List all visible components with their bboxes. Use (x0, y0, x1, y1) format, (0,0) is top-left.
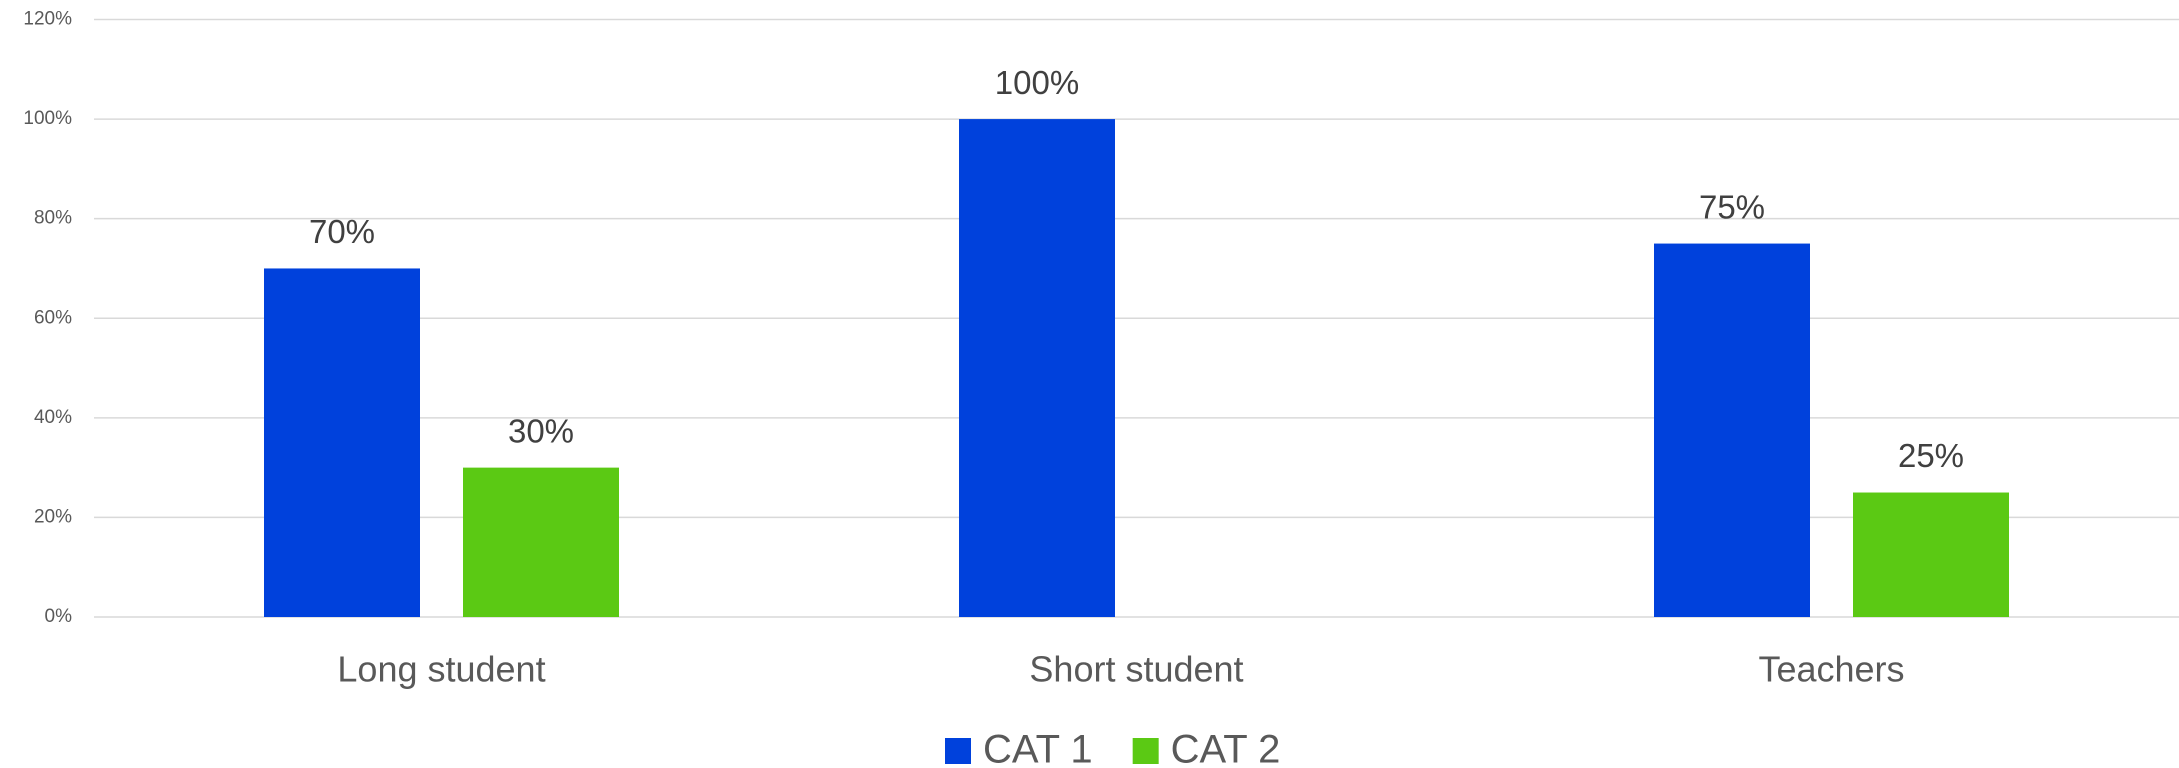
legend-swatch (945, 738, 971, 764)
y-tick-label: 120% (23, 9, 72, 30)
y-tick-label: 40% (34, 407, 72, 428)
y-tick-label: 0% (45, 606, 73, 627)
value-label: 100% (995, 64, 1079, 101)
legend-label: CAT 1 (983, 728, 1093, 768)
x-tick-label: Short student (1029, 649, 1243, 690)
y-tick-label: 60% (34, 307, 72, 328)
value-label: 75% (1699, 188, 1765, 225)
bar (959, 119, 1115, 617)
bar (463, 467, 619, 617)
x-tick-label: Teachers (1758, 649, 1904, 690)
bar (1654, 243, 1810, 617)
legend-swatch (1132, 738, 1159, 764)
value-label: 30% (508, 412, 574, 449)
value-label: 25% (1898, 437, 1964, 474)
value-label: 70% (309, 213, 375, 250)
y-tick-label: 100% (23, 108, 72, 129)
bar (264, 268, 420, 617)
bar (1853, 492, 2009, 617)
legend-label: CAT 2 (1171, 728, 1281, 768)
x-tick-label: Long student (337, 649, 545, 690)
y-tick-label: 20% (34, 506, 72, 527)
y-tick-label: 80% (34, 208, 72, 229)
